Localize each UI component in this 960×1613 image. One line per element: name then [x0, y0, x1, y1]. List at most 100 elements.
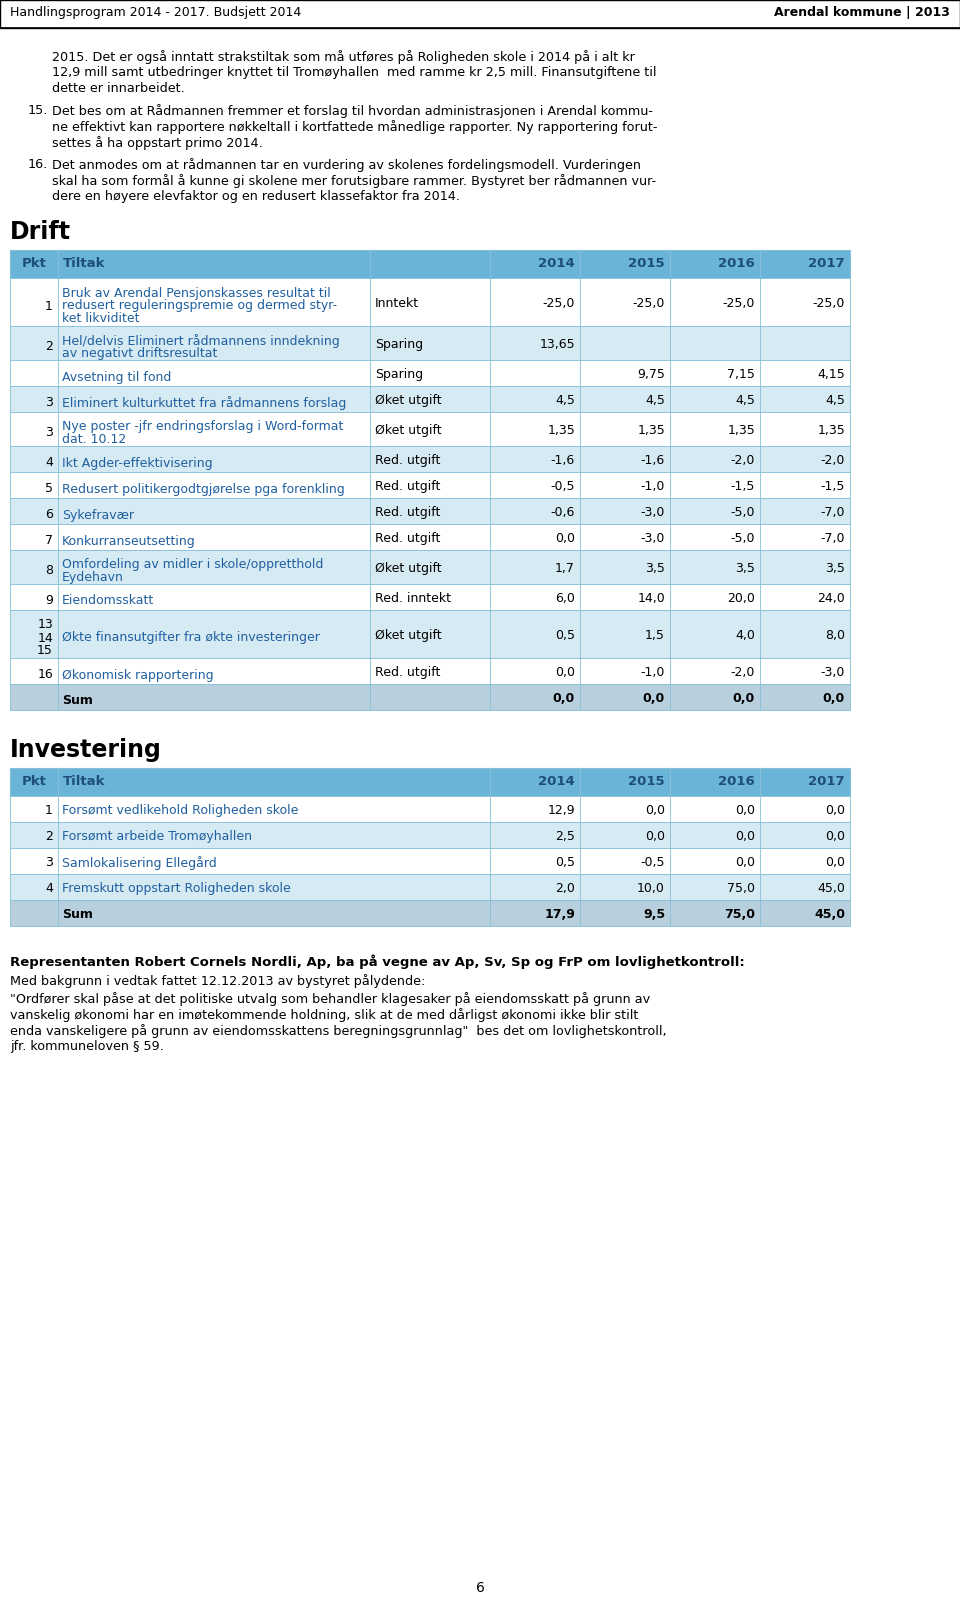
Text: 1,35: 1,35	[817, 424, 845, 437]
Text: 5: 5	[45, 482, 53, 495]
Text: 15.: 15.	[28, 103, 48, 118]
Text: 2015: 2015	[629, 774, 665, 789]
Text: settes å ha oppstart primo 2014.: settes å ha oppstart primo 2014.	[52, 135, 263, 150]
Text: 0,0: 0,0	[643, 692, 665, 705]
Text: 9,5: 9,5	[643, 908, 665, 921]
Text: 4,5: 4,5	[555, 394, 575, 406]
Text: 0,0: 0,0	[645, 803, 665, 818]
Text: 16.: 16.	[28, 158, 48, 171]
Bar	[10, 900, 850, 926]
Text: 4: 4	[45, 456, 53, 469]
Bar	[10, 250, 850, 277]
Text: -0,6: -0,6	[551, 506, 575, 519]
Text: Økte finansutgifter fra økte investeringer: Økte finansutgifter fra økte investering…	[62, 632, 320, 645]
Text: 4,5: 4,5	[645, 394, 665, 406]
Text: Eliminert kulturkuttet fra rådmannens forslag: Eliminert kulturkuttet fra rådmannens fo…	[62, 397, 347, 410]
Text: 8,0: 8,0	[825, 629, 845, 642]
Text: ket likviditet: ket likviditet	[62, 313, 139, 326]
Text: 14,0: 14,0	[637, 592, 665, 605]
Text: Fremskutt oppstart Roligheden skole: Fremskutt oppstart Roligheden skole	[62, 882, 291, 895]
Text: Bruk av Arendal Pensjonskasses resultat til: Bruk av Arendal Pensjonskasses resultat …	[62, 287, 331, 300]
Bar	[10, 584, 850, 610]
Text: -5,0: -5,0	[731, 532, 755, 545]
Text: 0,0: 0,0	[735, 803, 755, 818]
Text: 24,0: 24,0	[817, 592, 845, 605]
Text: 9: 9	[45, 595, 53, 608]
Text: Det bes om at Rådmannen fremmer et forslag til hvordan administrasjonen i Arenda: Det bes om at Rådmannen fremmer et forsl…	[52, 103, 653, 118]
Bar	[10, 498, 850, 524]
Text: 0,0: 0,0	[825, 857, 845, 869]
Text: 6,0: 6,0	[555, 592, 575, 605]
Text: -2,0: -2,0	[821, 453, 845, 468]
Text: -1,6: -1,6	[640, 453, 665, 468]
Bar	[10, 524, 850, 550]
Text: dette er innarbeidet.: dette er innarbeidet.	[52, 82, 184, 95]
Text: 2,5: 2,5	[555, 831, 575, 844]
Text: 2014: 2014	[539, 774, 575, 789]
Text: Red. utgift: Red. utgift	[375, 481, 441, 494]
Text: 2: 2	[45, 340, 53, 353]
Text: 0,0: 0,0	[735, 831, 755, 844]
Text: Investering: Investering	[10, 739, 162, 761]
Text: 45,0: 45,0	[817, 882, 845, 895]
Bar	[10, 684, 850, 710]
Text: 2017: 2017	[808, 774, 845, 789]
Text: 13: 13	[37, 618, 53, 632]
Text: Arendal kommune | 2013: Arendal kommune | 2013	[774, 6, 950, 19]
Text: Pkt: Pkt	[21, 256, 46, 269]
Text: Ikt Agder-effektivisering: Ikt Agder-effektivisering	[62, 456, 212, 469]
Text: Inntekt: Inntekt	[375, 297, 420, 310]
Text: Med bakgrunn i vedtak fattet 12.12.2013 av bystyret pålydende:: Med bakgrunn i vedtak fattet 12.12.2013 …	[10, 974, 425, 989]
Bar	[10, 386, 850, 411]
Text: 3,5: 3,5	[645, 561, 665, 574]
Text: Sparing: Sparing	[375, 339, 423, 352]
Text: -0,5: -0,5	[640, 857, 665, 869]
Text: jfr. kommuneloven § 59.: jfr. kommuneloven § 59.	[10, 1040, 164, 1053]
Bar	[10, 795, 850, 823]
Text: 75,0: 75,0	[724, 908, 755, 921]
Bar	[10, 447, 850, 473]
Text: 7: 7	[45, 534, 53, 547]
Bar	[10, 848, 850, 874]
Bar	[10, 768, 850, 795]
Text: dere en høyere elevfaktor og en redusert klassefaktor fra 2014.: dere en høyere elevfaktor og en redusert…	[52, 190, 460, 203]
Text: 1,35: 1,35	[728, 424, 755, 437]
Text: Konkurranseutsetting: Konkurranseutsetting	[62, 534, 196, 547]
Text: 2,0: 2,0	[555, 882, 575, 895]
Text: Redusert politikergodtgjørelse pga forenkling: Redusert politikergodtgjørelse pga foren…	[62, 482, 345, 495]
Text: Avsetning til fond: Avsetning til fond	[62, 371, 172, 384]
Text: 10,0: 10,0	[637, 882, 665, 895]
Bar	[10, 550, 850, 584]
Text: 1: 1	[45, 803, 53, 818]
Text: 13,65: 13,65	[540, 339, 575, 352]
Text: 20,0: 20,0	[727, 592, 755, 605]
Text: Hel/delvis Eliminert rådmannens inndekning: Hel/delvis Eliminert rådmannens inndekni…	[62, 334, 340, 348]
Text: redusert reguleringspremie og dermed styr-: redusert reguleringspremie og dermed sty…	[62, 300, 337, 313]
Text: 12,9 mill samt utbedringer knyttet til Tromøyhallen  med ramme kr 2,5 mill. Fina: 12,9 mill samt utbedringer knyttet til T…	[52, 66, 657, 79]
Text: Red. utgift: Red. utgift	[375, 666, 441, 679]
Text: Handlingsprogram 2014 - 2017. Budsjett 2014: Handlingsprogram 2014 - 2017. Budsjett 2…	[10, 6, 301, 19]
Text: 4,5: 4,5	[826, 394, 845, 406]
Text: Samlokalisering Ellegård: Samlokalisering Ellegård	[62, 857, 217, 869]
Text: 6: 6	[45, 508, 53, 521]
Text: Økonomisk rapportering: Økonomisk rapportering	[62, 668, 214, 682]
Text: -7,0: -7,0	[821, 532, 845, 545]
Text: 4: 4	[45, 882, 53, 895]
Text: -0,5: -0,5	[550, 481, 575, 494]
Text: Sparing: Sparing	[375, 368, 423, 381]
Text: av negativt driftsresultat: av negativt driftsresultat	[62, 347, 217, 360]
Text: Øket utgift: Øket utgift	[375, 629, 442, 642]
Text: Tiltak: Tiltak	[63, 256, 106, 269]
Bar	[0, 0, 960, 27]
Text: 2016: 2016	[718, 256, 755, 269]
Text: Red. inntekt: Red. inntekt	[375, 592, 451, 605]
Text: 1: 1	[45, 300, 53, 313]
Text: 2016: 2016	[718, 774, 755, 789]
Text: 1,5: 1,5	[645, 629, 665, 642]
Text: 12,9: 12,9	[547, 803, 575, 818]
Text: Red. utgift: Red. utgift	[375, 453, 441, 468]
Bar	[10, 326, 850, 360]
Text: 7,15: 7,15	[727, 368, 755, 381]
Text: Det anmodes om at rådmannen tar en vurdering av skolenes fordelingsmodell. Vurde: Det anmodes om at rådmannen tar en vurde…	[52, 158, 641, 173]
Text: 6: 6	[475, 1581, 485, 1595]
